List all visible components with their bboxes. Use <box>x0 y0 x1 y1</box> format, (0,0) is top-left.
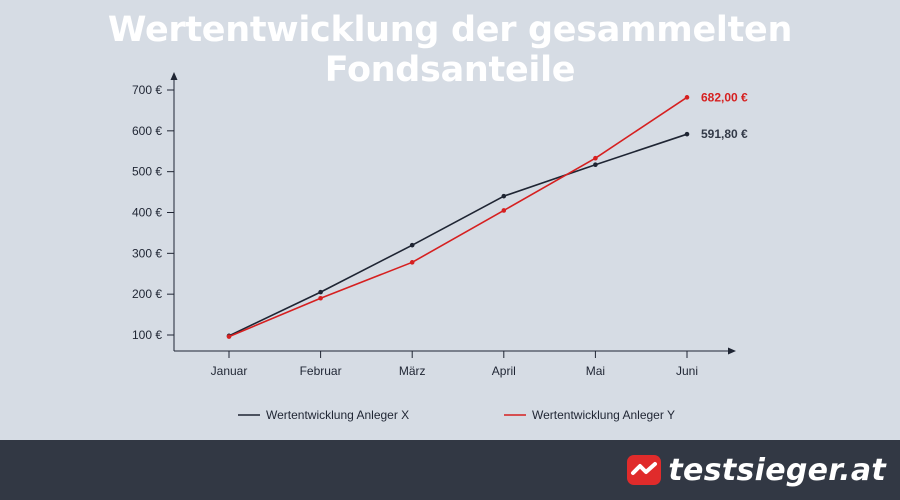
series-line <box>228 133 688 337</box>
data-point <box>409 260 415 265</box>
end-value-label: 682,00 € <box>701 90 748 104</box>
x-tick-label: Februar <box>300 364 342 378</box>
y-axis-arrow-icon <box>170 72 178 80</box>
data-point <box>226 334 232 339</box>
chart-title: Wertentwicklung der gesammelten Fondsant… <box>107 10 793 90</box>
data-point <box>409 242 415 248</box>
legend-label: Wertentwicklung Anleger Y <box>532 408 675 422</box>
data-point <box>684 131 690 137</box>
data-point <box>593 162 598 168</box>
x-tick-label: Juni <box>676 364 698 378</box>
legend-label: Wertentwicklung Anleger X <box>266 408 409 422</box>
data-point <box>501 208 507 213</box>
y-tick-label: 200 € <box>132 287 162 301</box>
x-tick-label: März <box>399 364 426 378</box>
y-tick-label: 600 € <box>132 124 162 138</box>
end-value-label: 591,80 € <box>701 127 748 141</box>
y-tick-label: 500 € <box>132 165 162 179</box>
chart-axes <box>170 72 736 355</box>
x-tick-label: April <box>492 364 516 378</box>
y-tick-label: 100 € <box>132 328 162 342</box>
data-point <box>318 295 323 301</box>
data-point <box>501 193 507 199</box>
testsieger-logo-icon <box>627 455 662 485</box>
brand-logo[interactable]: testsieger.at <box>626 450 886 490</box>
x-tick-label: Januar <box>211 364 248 378</box>
x-axis-arrow-icon <box>728 347 736 355</box>
x-tick-label: Mai <box>586 364 605 378</box>
chart-legend: Wertentwicklung Anleger X Wertentwicklung… <box>238 408 675 422</box>
y-tick-label: 700 € <box>132 83 162 97</box>
line-chart: 100 € 200 € 300 € 400 € 500 € 600 € 700 € Janu… <box>132 72 748 422</box>
data-point <box>593 155 598 161</box>
x-axis-ticks: Januar Februar März April Mai Juni <box>211 351 698 378</box>
data-point <box>684 95 690 100</box>
chart-series: 591,80 € 682,00 € <box>226 90 748 339</box>
data-point <box>318 289 323 295</box>
footer-bar: testsieger.at <box>0 440 900 500</box>
y-tick-label: 300 € <box>132 246 162 260</box>
series-line <box>228 96 688 338</box>
y-tick-label: 400 € <box>132 206 162 220</box>
brand-name: testsieger.at <box>668 452 886 488</box>
y-axis-ticks: 100 € 200 € 300 € 400 € 500 € 600 € 700 € <box>132 83 174 342</box>
